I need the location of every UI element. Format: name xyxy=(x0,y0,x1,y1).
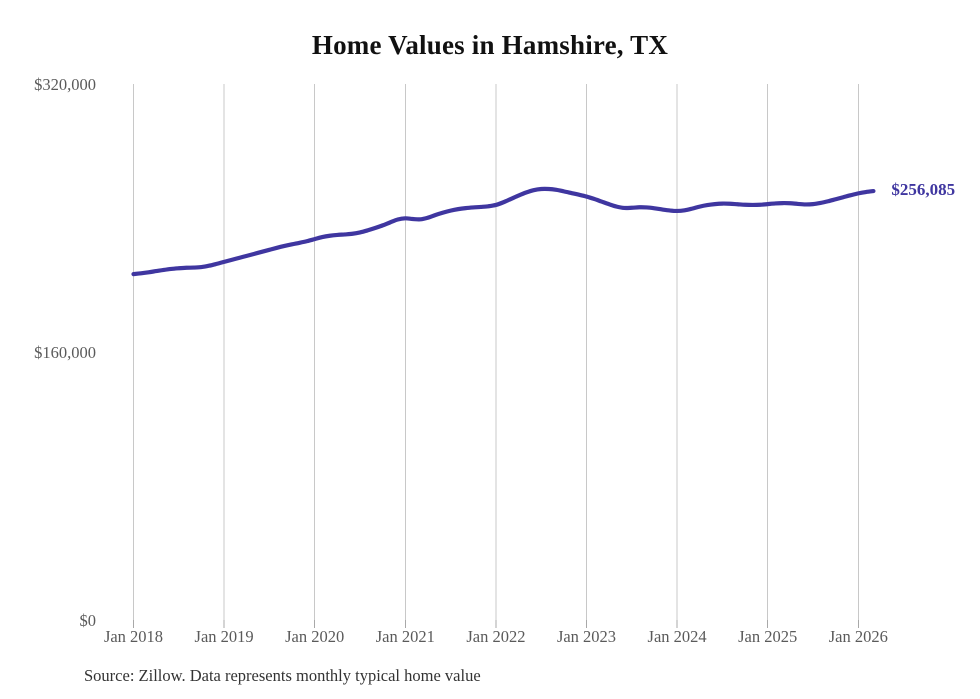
x-axis-tick-label: Jan 2018 xyxy=(104,627,163,646)
x-axis-tick-label: Jan 2022 xyxy=(466,627,525,646)
source-note: Source: Zillow. Data represents monthly … xyxy=(84,666,481,685)
x-axis-tick-label: Jan 2021 xyxy=(376,627,435,646)
data-series xyxy=(131,186,876,277)
end-value-annotation: $256,085 xyxy=(891,180,956,200)
x-axis-tick-label: Jan 2024 xyxy=(648,627,707,646)
x-axis-tick-label: Jan 2025 xyxy=(738,627,797,646)
x-axis-tick-label: Jan 2020 xyxy=(285,627,344,646)
home-value-line xyxy=(131,186,876,277)
y-axis-tick-label: $160,000 xyxy=(34,343,96,362)
page-title: Home Values in Hamshire, TX xyxy=(311,30,669,60)
axis-tickmarks xyxy=(133,620,859,628)
gridlines xyxy=(133,84,859,620)
y-axis-labels: $0 $160,000 $320,000 xyxy=(34,75,96,630)
x-axis-tick-label: Jan 2023 xyxy=(557,627,616,646)
y-axis-tick-label: $320,000 xyxy=(34,75,96,94)
x-axis-labels: Jan 2018 Jan 2019 Jan 2020 Jan 2021 Jan 2022… xyxy=(104,627,888,646)
x-axis-tick-label: Jan 2019 xyxy=(195,627,254,646)
y-axis-tick-label: $0 xyxy=(80,611,97,630)
x-axis-tick-label: Jan 2026 xyxy=(829,627,888,646)
